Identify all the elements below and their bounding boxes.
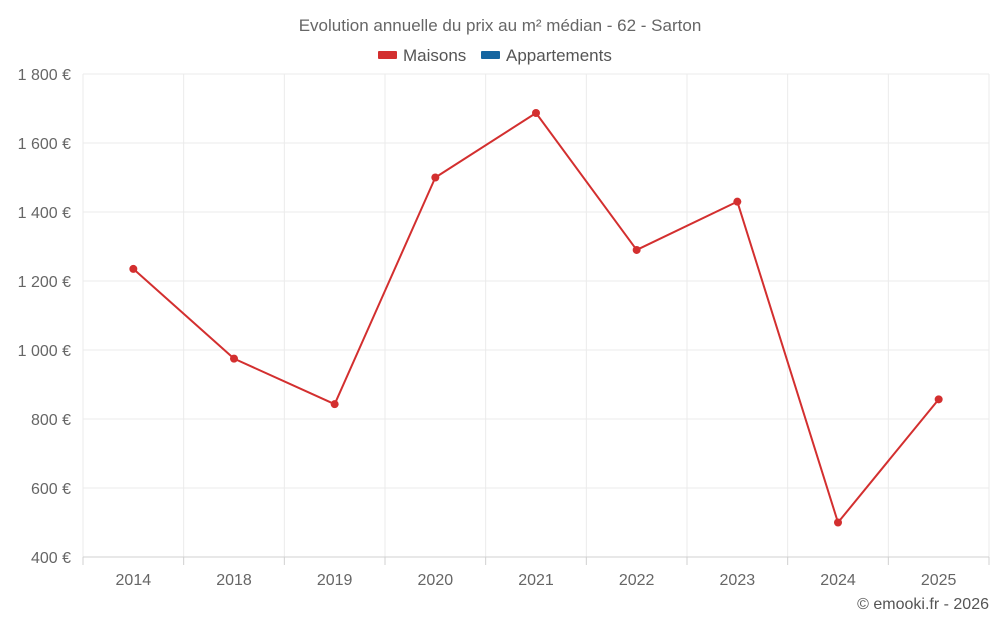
y-axis-tick-labels: 400 € 600 € 800 € 1 000 € 1 200 € 1 400 € 1 60… xyxy=(18,67,71,567)
x-gridlines xyxy=(82,74,990,557)
y-tick-label: 1 600 € xyxy=(18,136,71,153)
legend-label-maisons: Maisons xyxy=(403,46,466,65)
credit-text: © emooki.fr - 2026 xyxy=(857,596,989,613)
data-point[interactable] xyxy=(934,395,943,404)
data-point[interactable] xyxy=(733,197,742,206)
legend: Maisons Appartements xyxy=(378,46,612,65)
x-axis-ticks xyxy=(82,557,990,565)
x-tick-label: 2014 xyxy=(116,572,152,589)
data-point[interactable] xyxy=(532,108,540,117)
data-point[interactable] xyxy=(632,245,641,254)
x-axis-tick-labels: 2014 2018 2019 2020 2021 2022 2023 2024 2025 xyxy=(116,572,957,589)
data-point[interactable] xyxy=(834,518,842,527)
data-point[interactable] xyxy=(129,264,138,273)
x-tick-label: 2019 xyxy=(317,572,353,589)
y-tick-label: 1 000 € xyxy=(18,343,71,360)
data-point[interactable] xyxy=(431,173,440,182)
x-tick-label: 2021 xyxy=(518,572,554,589)
x-tick-label: 2023 xyxy=(720,572,756,589)
x-tick-label: 2020 xyxy=(418,572,454,589)
y-tick-label: 1 800 € xyxy=(18,67,71,84)
y-tick-label: 800 € xyxy=(31,412,71,429)
series-line-maisons xyxy=(132,111,940,524)
legend-label-appartements: Appartements xyxy=(506,46,612,65)
legend-swatch-maisons xyxy=(378,51,397,59)
data-point[interactable] xyxy=(330,400,339,409)
x-tick-label: 2024 xyxy=(820,572,856,589)
chart-title: Evolution annuelle du prix au m² médian … xyxy=(299,16,702,35)
x-tick-label: 2022 xyxy=(619,572,655,589)
x-tick-label: 2025 xyxy=(921,572,957,589)
y-tick-label: 600 € xyxy=(31,481,71,498)
legend-item-maisons[interactable]: Maisons xyxy=(378,46,466,65)
y-tick-label: 400 € xyxy=(31,550,71,567)
x-tick-label: 2018 xyxy=(216,572,252,589)
legend-swatch-appartements xyxy=(481,51,500,59)
y-tick-label: 1 200 € xyxy=(18,274,71,291)
series-maisons xyxy=(129,108,943,527)
y-gridlines xyxy=(83,73,989,489)
data-point[interactable] xyxy=(230,354,238,363)
legend-item-appartements[interactable]: Appartements xyxy=(481,46,612,65)
y-tick-label: 1 400 € xyxy=(18,205,71,222)
series-group xyxy=(129,108,943,527)
